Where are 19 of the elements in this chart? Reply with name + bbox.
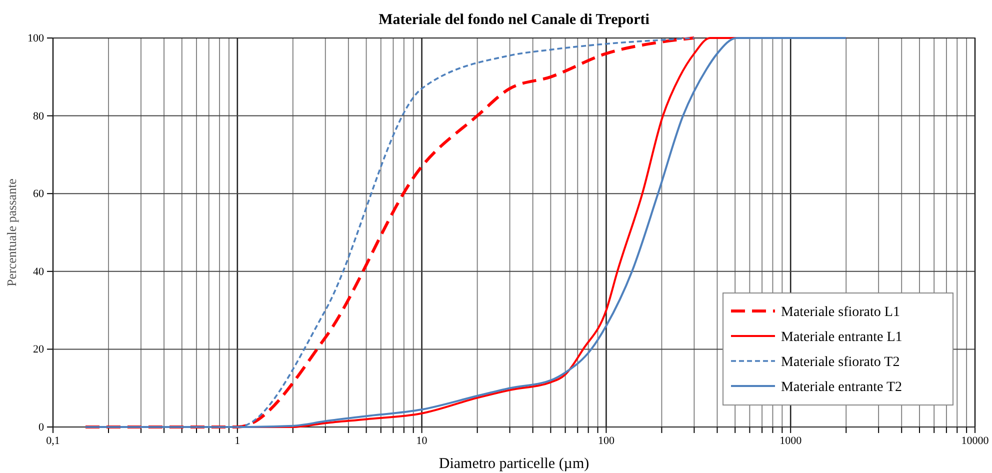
legend-label: Materiale entrante T2 — [781, 380, 902, 395]
x-axis-title: Diametro particelle (µm) — [438, 456, 590, 472]
y-tick-label: 0 — [38, 422, 44, 434]
legend-label: Materiale sfiorato L1 — [781, 305, 900, 320]
x-tick-label: 1 — [234, 434, 240, 447]
y-tick-label: 100 — [28, 32, 44, 45]
legend-label: Materiale entrante L1 — [781, 330, 902, 345]
chart-title: Materiale del fondo nel Canale di Treporti — [378, 12, 650, 28]
x-tick-label: 10000 — [961, 434, 990, 447]
y-tick-label: 80 — [33, 110, 44, 122]
y-tick-label: 20 — [33, 344, 44, 356]
x-tick-label: 100 — [598, 434, 615, 447]
x-tick-label: 0,1 — [46, 434, 60, 447]
legend-label: Materiale sfiorato T2 — [781, 355, 900, 370]
y-tick-label: 60 — [33, 188, 44, 200]
y-axis-title: Percentuale passante — [4, 178, 19, 286]
x-tick-label: 1000 — [780, 434, 802, 447]
y-tick-label: 40 — [33, 266, 44, 278]
x-tick-label: 10 — [416, 434, 428, 447]
